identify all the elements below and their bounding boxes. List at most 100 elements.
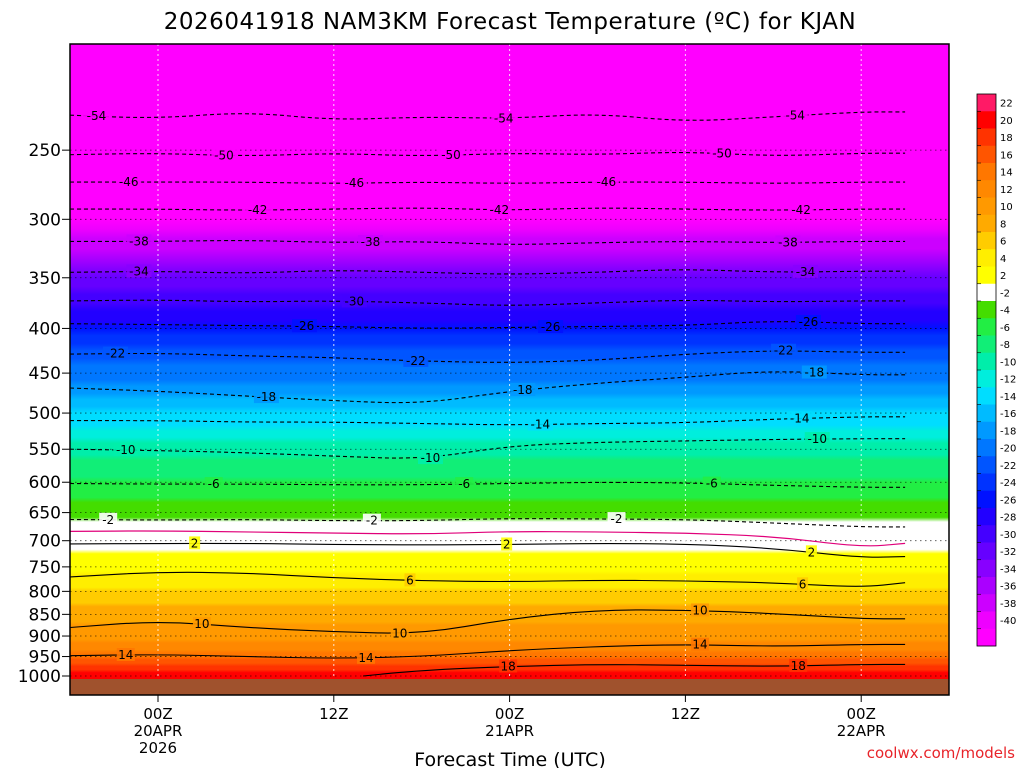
- credit-text: coolwx.com/models: [867, 744, 1015, 762]
- contour-line--10: [70, 438, 906, 459]
- colorbar-label: -8: [1000, 340, 1010, 351]
- ground-terrain: [70, 679, 949, 695]
- colorbar-legend: 22 20 18 16 14 12 10 8 6 4 2 -2 -4 -6 -8 -10 -12 -14 -16 -1…: [976, 93, 1016, 647]
- contour-label: -22: [406, 354, 426, 368]
- y-tick-label: 550: [29, 440, 61, 460]
- contour-label: 18: [500, 659, 515, 673]
- contour-label: 10: [692, 603, 707, 617]
- y-tick-label: 950: [29, 648, 61, 668]
- contour-label-bg: [341, 294, 367, 308]
- contour-label: 6: [799, 577, 807, 591]
- contour-label: -30: [345, 294, 365, 308]
- contour-label-bg: [204, 477, 223, 491]
- colorbar-swatch: [977, 214, 996, 233]
- contour-label-bg: [438, 148, 464, 162]
- colorbar-swatch: [977, 232, 996, 250]
- x-axis-label: Forecast Time (UTC): [414, 749, 605, 768]
- colorbar-label: -40: [1000, 616, 1016, 627]
- y-tick-label: 250: [29, 141, 61, 161]
- contour-label-bg: [793, 264, 819, 278]
- contour-label: -50: [441, 148, 461, 162]
- contour-line--38: [70, 240, 906, 245]
- colorbar-label: 18: [1000, 133, 1013, 144]
- contour-label-bg: [99, 512, 118, 526]
- contour-label: -38: [129, 234, 149, 248]
- contour-label: -14: [531, 418, 551, 432]
- colorbar-swatch: [977, 508, 996, 526]
- contour-label: -2: [102, 513, 114, 527]
- colorbar-label: 12: [1000, 185, 1013, 196]
- y-tick-label: 1000: [18, 667, 61, 687]
- contour-label: 2: [808, 545, 816, 559]
- x-tick-label: 22APR: [837, 722, 886, 740]
- colorbar-label: -36: [1000, 582, 1016, 593]
- x-tick-label: 20APR: [134, 722, 183, 740]
- contour-label: -2: [611, 512, 623, 526]
- contour-label: -46: [119, 175, 139, 189]
- chart-title: 2026041918 NAM3KM Forecast Temperature (…: [164, 9, 856, 35]
- contour-line-6: [70, 571, 906, 587]
- contour-label-bg: [245, 203, 271, 217]
- contour-label: -10: [421, 451, 441, 465]
- contour-label-bg: [501, 537, 513, 551]
- contour-line--2: [70, 518, 906, 528]
- contour-label-bg: [788, 202, 814, 216]
- contour-label-bg: [787, 411, 813, 425]
- plot-area: -54 -54 -54 -50 -50 -50 -46 -46 -46 -42 -42 -42 -38 -…: [70, 44, 949, 695]
- colorbar-label: 10: [1000, 202, 1013, 213]
- colorbar-label: -18: [1000, 426, 1016, 437]
- y-tick-label: 450: [29, 364, 61, 384]
- contour-label: -38: [361, 235, 381, 249]
- colorbar-swatch: [977, 301, 996, 319]
- colorbar-swatch: [977, 473, 996, 492]
- colorbar-swatch: [977, 352, 996, 371]
- colorbar-label: -22: [1000, 461, 1016, 472]
- contour-label-bg: [527, 417, 553, 431]
- colorbar-swatch: [977, 525, 996, 543]
- contour-line-14: [70, 643, 906, 659]
- contour-label: -50: [214, 148, 234, 162]
- contour-label: -46: [345, 176, 365, 190]
- contour-label: 6: [406, 573, 414, 587]
- x-tick-label: 00Z: [847, 705, 876, 723]
- contour-label: 14: [118, 648, 133, 662]
- y-tick-label: 800: [29, 582, 61, 602]
- colorbar-label: 6: [1000, 237, 1006, 248]
- contour-label-bg: [403, 353, 429, 367]
- contour-label: -18: [805, 366, 825, 380]
- colorbar-swatch: [977, 335, 996, 354]
- contour-label-bg: [417, 451, 443, 465]
- contour-label: -54: [494, 111, 514, 125]
- contour-label-bg: [404, 573, 416, 587]
- colorbar-label: -24: [1000, 478, 1016, 489]
- contour-label-bg: [341, 176, 367, 190]
- contour-label-bg: [126, 234, 152, 248]
- colorbar-swatch: [977, 387, 996, 405]
- y-tick-label: 650: [29, 504, 61, 524]
- contour-label-bg: [113, 443, 139, 457]
- colorbar-label: 2: [1000, 271, 1006, 282]
- contour-label-bg: [253, 390, 279, 404]
- colorbar-swatch: [977, 145, 996, 164]
- colorbar-swatch: [977, 542, 996, 561]
- contour-line--22: [70, 350, 906, 363]
- contour-label: 18: [791, 659, 806, 673]
- contour-label-bg: [83, 109, 109, 123]
- contour-label: -14: [790, 411, 810, 425]
- contour-lines: -54 -54 -54 -50 -50 -50 -46 -46 -46 -42 -42 -42 -38 -…: [70, 108, 906, 677]
- contour-label-bg: [362, 513, 381, 527]
- contour-label: -18: [257, 390, 277, 404]
- colorbar-label: 14: [1000, 168, 1013, 179]
- colorbar-label: 8: [1000, 219, 1006, 230]
- grid-lines: [70, 44, 949, 695]
- contour-label: -54: [785, 109, 805, 123]
- contour-label: -10: [116, 443, 136, 457]
- contour-label: -46: [596, 175, 616, 189]
- colorbar-label: -32: [1000, 547, 1016, 558]
- contour-label-bg: [189, 536, 201, 550]
- colorbar-label: -28: [1000, 513, 1016, 524]
- x-tick-label: 12Z: [671, 705, 700, 723]
- colorbar-label: 4: [1000, 254, 1006, 265]
- contour-label: -38: [778, 235, 798, 249]
